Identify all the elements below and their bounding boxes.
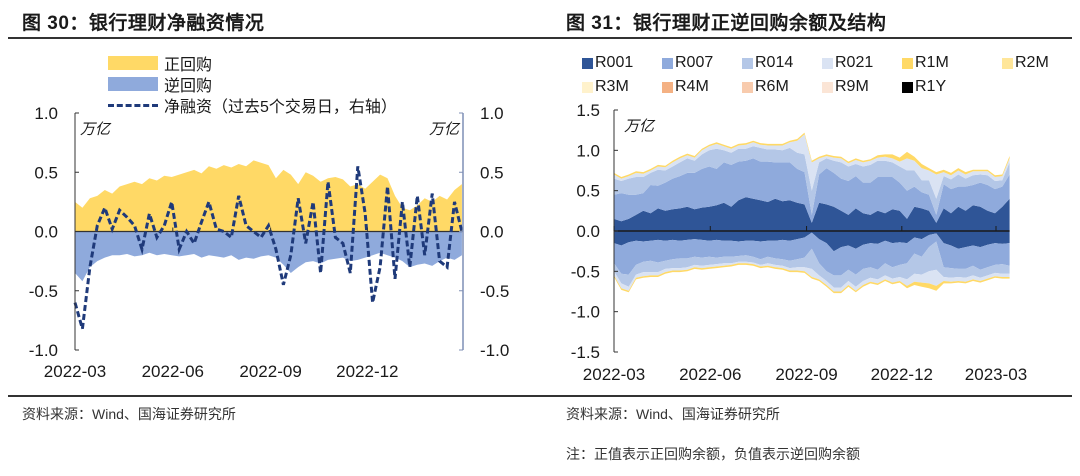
positive-area-r014: [614, 146, 1010, 215]
y-tick-label-right: -1.0: [480, 341, 509, 360]
y-tick-label: 1.5: [576, 101, 600, 120]
unit-label-left: 万亿: [80, 121, 112, 138]
y-tick-label-left: 0.0: [34, 223, 58, 242]
legend-label: R9M: [835, 78, 869, 95]
x-tick-label: 2022-06: [679, 365, 741, 384]
legend-swatch: [662, 81, 673, 93]
x-tick-label: 2022-12: [336, 362, 398, 381]
legend-item-r1y: R1Y: [902, 78, 946, 96]
unit-label: 万亿: [624, 118, 656, 135]
legend-label-net-financing: 净融资（过去5个交易日，右轴）: [164, 99, 397, 116]
legend-swatch: [742, 81, 753, 93]
legend-swatch: [742, 57, 753, 69]
negative-area-r1m: [614, 263, 1010, 294]
negative-area-r001: [614, 231, 1010, 252]
legend-item-r9m: R9M: [822, 78, 869, 96]
legend-swatch: [902, 57, 913, 69]
source-text: 资料来源：Wind、国海证券研究所: [566, 406, 780, 422]
y-tick-label: -1.5: [571, 343, 600, 362]
legend-label: R6M: [755, 78, 789, 95]
y-tick-label: -0.5: [571, 262, 600, 281]
title-divider: [540, 37, 1072, 39]
legend-swatch: [662, 57, 673, 69]
legend-swatch-repo: [108, 56, 158, 70]
positive-area-r1m: [614, 132, 1010, 179]
legend-label: R014: [755, 54, 794, 71]
y-tick-label-left: -0.5: [29, 282, 58, 301]
y-tick-label-right: 0.5: [480, 163, 504, 182]
legend-swatch: [582, 81, 593, 93]
legend-label: R021: [835, 54, 874, 71]
y-tick-label: -1.0: [571, 303, 600, 322]
source-text: 资料来源：Wind、国海证券研究所: [22, 406, 236, 422]
x-tick-label: 2022-06: [142, 362, 204, 381]
legend-label-repo: 正回购: [164, 57, 213, 74]
note-text: 注：正值表示正回购余额，负值表示逆回购余额: [566, 446, 860, 462]
y-tick-label-right: -0.5: [480, 282, 509, 301]
legend-label: R3M: [595, 78, 629, 95]
title-divider: [8, 37, 540, 39]
series-area-reverse-repo: [75, 231, 462, 282]
series-line-net-financing: [73, 166, 464, 330]
source-divider: [8, 395, 540, 397]
y-tick-label-right: 1.0: [480, 104, 504, 123]
y-tick-label-right: 0.0: [480, 223, 504, 242]
y-tick-label-left: 1.0: [34, 104, 58, 123]
positive-area-r007: [614, 158, 1010, 223]
legend-swatch: [902, 81, 913, 93]
y-tick-label: 1.0: [576, 141, 600, 160]
legend-item-r6m: R6M: [742, 78, 789, 96]
legend-label: R007: [675, 54, 714, 71]
y-tick-label-left: -1.0: [29, 341, 58, 360]
legend-swatch-net-financing: [108, 103, 158, 107]
legend-swatch: [582, 57, 593, 69]
x-tick-label: 2022-09: [239, 362, 301, 381]
legend-item-reverse-repo: 逆回购: [108, 72, 212, 96]
legend-item-r007: R007: [662, 54, 713, 72]
legend-item-r4m: R4M: [662, 78, 709, 96]
legend-label: R2M: [1015, 54, 1049, 71]
x-tick-label: 2022-03: [44, 362, 106, 381]
legend-label: R4M: [675, 78, 709, 95]
y-tick-label-left: 0.5: [34, 163, 58, 182]
unit-label-right: 万亿: [429, 121, 461, 138]
figure-30-panel: 图 30：银行理财净融资情况 正回购 逆回购 净融资（过去5个交易日，右轴） -…: [8, 13, 540, 422]
legend-item-r3m: R3M: [582, 78, 629, 96]
legend-item-r001: R001: [582, 54, 633, 72]
positive-area-r001: [614, 197, 1010, 231]
legend-swatch-reverse-repo: [108, 77, 158, 91]
x-tick-label: 2023-03: [965, 365, 1027, 384]
legend-item-r014: R014: [742, 54, 793, 72]
legend-item-r021: R021: [822, 54, 873, 72]
chart-30: -1.0 -1.0 -0.5 -0.5 0.0 0.0 0.5 0.5 1.0 1.0 2022-0…: [29, 104, 510, 381]
legend-item-repo: 正回购: [108, 51, 212, 75]
legend-swatch: [1002, 57, 1013, 69]
figure-31-title: 图 31：银行理财正逆回购余额及结构: [566, 13, 887, 34]
positive-area-r021: [614, 134, 1010, 199]
legend-item-r2m: R2M: [1002, 54, 1049, 72]
legend-label: R1M: [915, 54, 949, 71]
negative-area-r014: [614, 241, 1010, 288]
negative-area-r007: [614, 232, 1010, 276]
negative-area-r021: [614, 261, 1010, 292]
x-tick-label: 2022-09: [775, 365, 837, 384]
legend-item-net-financing: 净融资（过去5个交易日，右轴）: [108, 93, 397, 117]
figure-30-title: 图 30：银行理财净融资情况: [22, 13, 265, 34]
source-divider: [540, 395, 1072, 397]
legend-item-r1m: R1M: [902, 54, 949, 72]
legend-label: R001: [595, 54, 634, 71]
y-tick-label: 0.5: [576, 182, 600, 201]
figure-31-panel: 图 31：银行理财正逆回购余额及结构 R001 R007 R014 R021 R1M R2…: [540, 0, 1080, 476]
legend-swatch: [822, 57, 833, 69]
y-tick-label: 0.0: [576, 222, 600, 241]
series-area-repo: [75, 160, 462, 232]
legend-label-reverse-repo: 逆回购: [164, 78, 213, 95]
legend-label: R1Y: [915, 78, 947, 95]
x-tick-label: 2022-03: [583, 365, 645, 384]
legend-swatch: [822, 81, 833, 93]
x-tick-label: 2022-12: [871, 365, 933, 384]
chart-31: -1.5 -1.0 -0.5 0.0 0.5 1.0 1.5 2022-03 2022-06 20…: [571, 101, 1027, 384]
